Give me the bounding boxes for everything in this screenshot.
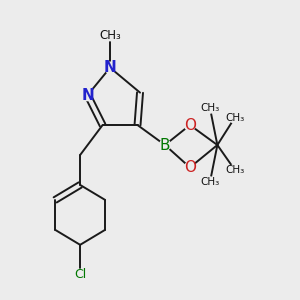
Text: CH₃: CH₃	[99, 29, 121, 42]
Text: CH₃: CH₃	[225, 165, 244, 175]
Text: N: N	[81, 88, 94, 103]
Text: N: N	[104, 60, 116, 75]
Circle shape	[160, 140, 170, 151]
Text: CH₃: CH₃	[225, 112, 244, 123]
Circle shape	[184, 162, 195, 173]
Circle shape	[204, 102, 215, 113]
Circle shape	[105, 30, 116, 41]
Text: CH₃: CH₃	[200, 177, 220, 188]
Text: O: O	[184, 118, 196, 133]
Circle shape	[204, 177, 215, 188]
Text: O: O	[184, 160, 196, 175]
Circle shape	[75, 269, 86, 280]
Circle shape	[105, 62, 116, 73]
Circle shape	[230, 112, 240, 123]
Text: CH₃: CH₃	[200, 103, 220, 112]
Text: Cl: Cl	[74, 268, 86, 281]
Text: B: B	[160, 137, 170, 152]
Circle shape	[184, 120, 195, 130]
Circle shape	[230, 164, 240, 175]
Circle shape	[82, 90, 93, 101]
